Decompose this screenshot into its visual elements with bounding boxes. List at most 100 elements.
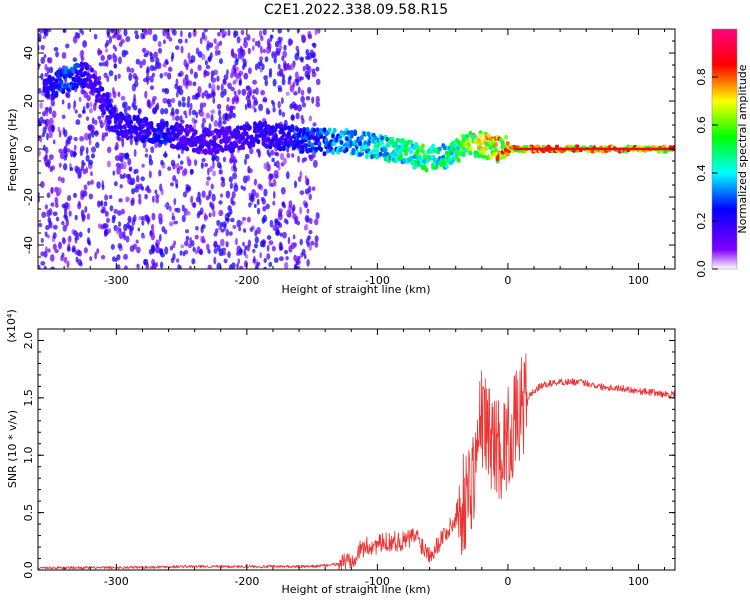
spectrogram-cell [108,54,113,60]
spectrogram-cell [220,169,223,175]
spectrogram-cell [239,125,244,131]
spectrogram-cell [227,135,232,141]
spectrogram-cell [123,253,128,260]
spectrogram-cell [290,63,295,70]
spectrogram-cell [159,128,164,134]
spectrogram-cell [135,58,141,65]
spectrogram-cell [62,224,68,232]
spectrogram-cell [45,111,49,117]
spectrogram-cell [189,265,192,269]
spectrogram-cell [74,83,79,89]
spectrogram-cell [233,30,237,39]
spectrogram-cell [210,83,216,92]
spectrogram-cell [244,153,250,160]
spectrogram-cell [238,70,244,76]
spectrogram-cell [252,45,255,51]
spectrogram-cell [219,139,224,145]
spectrogram-cell [190,168,194,175]
spectrogram-cell [232,224,237,229]
spectrogram-cell [219,238,225,247]
spectrogram-cell [131,197,135,204]
spectrogram-cell [227,125,232,131]
spectrogram-cell [97,115,102,120]
spectrogram-cell [127,215,132,223]
spectrogram-cell [96,181,101,189]
spectrogram-cell [279,242,283,251]
spectrogram-cell [72,57,78,62]
spectrogram-cell [114,74,118,82]
spectrogram-cell [476,153,481,159]
spectrogram-cell [308,229,313,235]
spectrogram-cell [451,155,456,161]
spectrogram-cell [294,71,299,80]
spectrogram-cell [461,152,466,158]
spectrogram-cell [304,188,310,195]
spectrogram-cell [61,221,65,226]
spectrogram-cell [205,112,211,119]
spectrogram-cell [254,40,259,47]
spectrogram-cell [221,33,226,38]
spectrogram-cell [172,175,177,182]
spectrogram-cell [193,159,198,167]
spectrogram-cell [205,180,210,187]
spectrogram-cell [314,146,319,152]
spectrogram-cell [149,51,153,57]
spectrogram-cell [165,33,171,40]
spectrogram-cell [142,47,146,53]
spectrogram-cell [310,142,315,148]
spectrogram-cell [101,92,106,98]
spectrogram-cell [187,31,192,39]
spectrogram-cell [228,110,234,119]
snr-line [38,353,675,570]
spectrogram-cell [263,258,267,263]
spectrogram-cell [112,44,116,49]
spectrogram-cell [116,264,121,269]
spectrogram-cell [207,167,210,176]
spectrogram-cell [129,119,134,125]
spectrogram-cell [273,133,278,139]
spectrogram-cell [213,38,217,44]
spectrogram-cell [306,178,310,186]
spectrogram-cell [380,140,385,146]
spectrogram-cell [63,129,68,138]
spectrogram-cell [243,72,249,80]
snr-y-ticks: 0.0 0.5 1.0 1.5 2.0 [22,328,675,579]
spectrogram-cell [280,140,285,146]
spectrogram-cell [216,219,221,227]
snr-frame [37,328,676,571]
spectrogram-cell [232,156,237,164]
spectrogram-cell [178,88,184,96]
spectrogram-cell [90,179,94,185]
spectrogram-cell [138,215,142,221]
spectrogram-cell [248,104,252,109]
spectrogram-cell [135,116,140,122]
spectrogram-cell [66,260,70,269]
spectrogram-cell [247,239,252,248]
spectrogram-cell [349,129,354,135]
spectrogram-cell [590,149,595,154]
spectrogram-cell [301,248,306,256]
spectrogram-cell [290,124,295,130]
spectrogram-cell [246,34,251,41]
spectrogram-cell [144,117,149,123]
spectrogram-cell [138,193,142,199]
spectrogram-cell [189,236,193,245]
spectrogram-cell [206,243,210,251]
spectrogram-cell [109,205,114,212]
spectrogram-cell [133,80,139,88]
spectrogram-cell [375,146,380,152]
spectrogram-cell [252,89,256,94]
spectrogram-cell [123,106,128,114]
spectrogram-cell [254,192,260,199]
spectrogram-cell [115,162,121,168]
spectrogram-cell [171,51,175,60]
spectrogram-cell [199,111,205,117]
spectrogram-cell [393,152,398,158]
spectrogram-cell [208,212,212,218]
spectrogram-cell [65,43,70,49]
spectrogram-cell [155,242,159,248]
spectrogram-cell [89,108,93,114]
spectrogram-cell [281,111,286,118]
spectrogram-cell [181,169,187,177]
